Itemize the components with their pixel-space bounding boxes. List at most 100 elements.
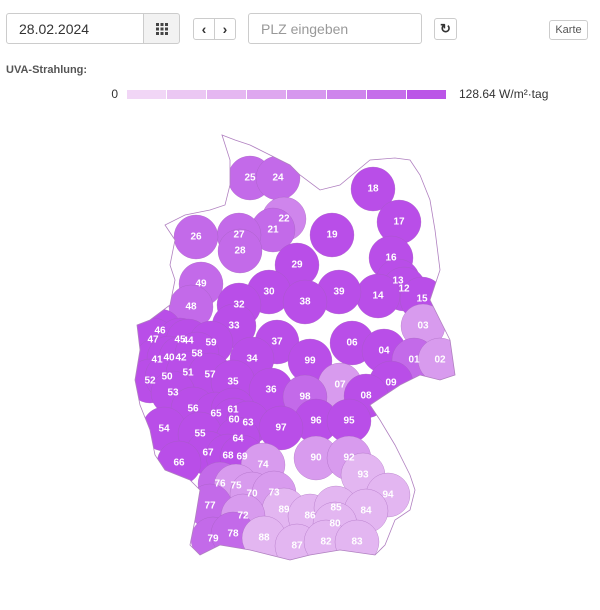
region-label: 19 bbox=[326, 230, 338, 241]
region-label: 59 bbox=[205, 338, 217, 349]
region-label: 26 bbox=[190, 232, 202, 243]
region-label: 54 bbox=[158, 424, 170, 435]
region-label: 78 bbox=[227, 529, 239, 540]
region bbox=[293, 398, 339, 444]
region-label: 52 bbox=[144, 376, 156, 387]
region-label: 34 bbox=[246, 354, 258, 365]
region-label: 67 bbox=[202, 448, 214, 459]
region bbox=[361, 328, 407, 374]
region-label: 88 bbox=[258, 533, 270, 544]
region bbox=[326, 435, 372, 481]
legend-swatch bbox=[127, 90, 166, 99]
region bbox=[156, 440, 202, 486]
region-label: 89 bbox=[278, 505, 290, 516]
region bbox=[368, 360, 414, 406]
legend-swatch bbox=[367, 90, 406, 99]
map-button[interactable]: Karte bbox=[549, 20, 588, 40]
region-label: 83 bbox=[351, 537, 363, 548]
region bbox=[211, 303, 257, 349]
region-label: 61 bbox=[227, 405, 239, 416]
region-label: 04 bbox=[378, 346, 390, 357]
region bbox=[168, 284, 214, 330]
region bbox=[219, 434, 265, 480]
region bbox=[220, 493, 266, 539]
region bbox=[240, 442, 286, 488]
region bbox=[144, 354, 190, 400]
region bbox=[309, 212, 355, 258]
region-label: 58 bbox=[191, 349, 203, 360]
region bbox=[229, 336, 275, 382]
legend-min: 0 bbox=[111, 87, 118, 101]
region bbox=[343, 488, 389, 534]
region bbox=[165, 350, 211, 396]
region bbox=[225, 400, 271, 446]
next-button[interactable]: › bbox=[214, 18, 236, 40]
region-label: 66 bbox=[173, 458, 185, 469]
region bbox=[158, 335, 204, 381]
region bbox=[188, 320, 234, 366]
region bbox=[141, 406, 187, 452]
region-label: 28 bbox=[234, 246, 246, 257]
region-label: 86 bbox=[304, 511, 316, 522]
region-label: 92 bbox=[343, 453, 355, 464]
calendar-button[interactable] bbox=[143, 13, 180, 44]
region-label: 21 bbox=[267, 225, 279, 236]
legend-title: UVA-Strahlung: bbox=[6, 64, 88, 76]
region-label: 85 bbox=[330, 503, 342, 514]
region bbox=[250, 207, 296, 253]
region bbox=[157, 317, 203, 363]
region-label: 24 bbox=[272, 173, 284, 184]
region bbox=[205, 433, 251, 479]
legend-swatch bbox=[287, 90, 326, 99]
region bbox=[287, 338, 333, 384]
refresh-button[interactable]: ↻ bbox=[434, 18, 457, 40]
region bbox=[248, 367, 294, 413]
region bbox=[137, 308, 183, 354]
region-label: 32 bbox=[233, 300, 245, 311]
legend-max: 128.64 W/m²·tag bbox=[459, 87, 548, 101]
region bbox=[287, 493, 333, 539]
region-label: 45 bbox=[174, 335, 186, 346]
region-label: 69 bbox=[236, 452, 248, 463]
region-label: 64 bbox=[232, 434, 244, 445]
region bbox=[274, 523, 320, 560]
region-label: 40 bbox=[163, 353, 175, 364]
region bbox=[135, 317, 176, 363]
region-label: 99 bbox=[304, 356, 316, 367]
region-label: 57 bbox=[204, 370, 216, 381]
region bbox=[399, 276, 445, 322]
region-label: 94 bbox=[382, 490, 394, 501]
region-label: 38 bbox=[299, 297, 311, 308]
region bbox=[282, 374, 328, 420]
region bbox=[215, 416, 261, 462]
regions bbox=[135, 155, 455, 560]
region-label: 03 bbox=[417, 321, 429, 332]
region bbox=[391, 337, 437, 383]
region bbox=[343, 373, 389, 419]
region bbox=[368, 235, 414, 281]
region-label: 02 bbox=[434, 355, 446, 366]
region-label: 08 bbox=[360, 391, 372, 402]
region bbox=[375, 258, 421, 304]
region-label: 30 bbox=[263, 287, 275, 298]
region-label: 46 bbox=[154, 326, 166, 337]
prev-button[interactable]: ‹ bbox=[193, 18, 215, 40]
region bbox=[313, 485, 359, 531]
region-label: 39 bbox=[333, 287, 345, 298]
region-label: 96 bbox=[310, 416, 322, 427]
date-input[interactable]: 28.02.2024 bbox=[6, 13, 144, 44]
region bbox=[187, 352, 233, 398]
plz-input[interactable]: PLZ eingeben bbox=[248, 13, 422, 44]
region-label: 84 bbox=[360, 506, 372, 517]
region-label: 47 bbox=[147, 335, 159, 346]
region-label: 49 bbox=[195, 279, 207, 290]
grid-icon bbox=[155, 22, 168, 35]
region bbox=[317, 362, 363, 408]
region-label: 16 bbox=[385, 253, 397, 264]
region bbox=[355, 273, 401, 319]
region bbox=[326, 398, 372, 444]
legend-swatch bbox=[407, 90, 446, 99]
region-label: 70 bbox=[246, 489, 258, 500]
region-label: 60 bbox=[228, 415, 240, 426]
